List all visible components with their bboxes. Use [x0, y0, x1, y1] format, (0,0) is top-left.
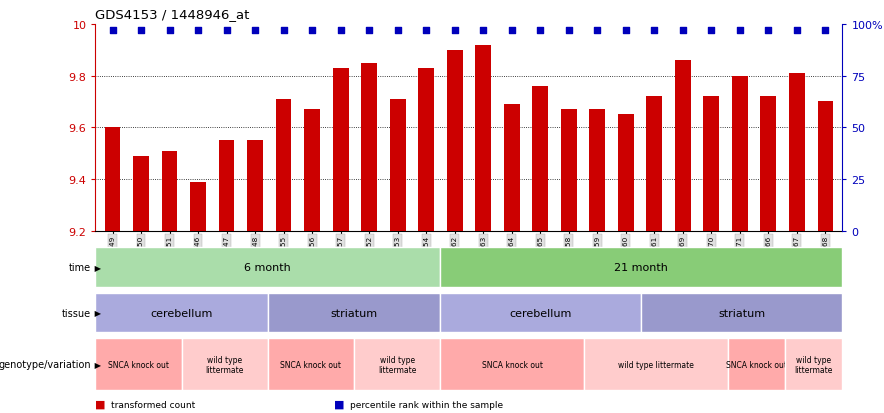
Point [533, 28, 547, 34]
Text: SNCA knock out: SNCA knock out [280, 360, 341, 369]
Bar [504, 105, 520, 231]
Point [305, 28, 319, 34]
Point [163, 28, 177, 34]
Point [391, 28, 405, 34]
Text: wild type
littermate: wild type littermate [206, 355, 244, 374]
Point [789, 28, 804, 34]
Bar [190, 182, 206, 231]
Bar [248, 141, 263, 231]
Bar [760, 97, 776, 231]
Bar [447, 50, 462, 231]
Text: ■: ■ [334, 399, 345, 409]
Point [105, 28, 119, 34]
Bar [618, 115, 634, 231]
Text: ▶: ▶ [92, 309, 101, 317]
Bar [362, 64, 377, 231]
Bar [590, 110, 606, 231]
Point [419, 28, 433, 34]
Bar [276, 100, 292, 231]
Text: wild type
littermate: wild type littermate [378, 355, 416, 374]
Bar [818, 102, 834, 231]
Point [134, 28, 149, 34]
Bar [332, 69, 348, 231]
Point [447, 28, 461, 34]
Point [219, 28, 233, 34]
Point [761, 28, 775, 34]
Bar [162, 151, 178, 231]
Text: cerebellum: cerebellum [150, 308, 213, 318]
Point [362, 28, 377, 34]
Text: transformed count: transformed count [111, 400, 195, 409]
Bar [532, 87, 548, 231]
Point [733, 28, 747, 34]
Bar [104, 128, 120, 231]
Bar [304, 110, 320, 231]
Text: GDS4153 / 1448946_at: GDS4153 / 1448946_at [95, 8, 250, 21]
Point [675, 28, 690, 34]
Point [647, 28, 661, 34]
Bar [476, 45, 491, 231]
Point [819, 28, 833, 34]
Point [505, 28, 519, 34]
Text: wild type
littermate: wild type littermate [795, 355, 833, 374]
Text: time: time [69, 262, 91, 273]
Bar [732, 76, 748, 231]
Text: SNCA knock out: SNCA knock out [482, 360, 543, 369]
Text: SNCA knock out: SNCA knock out [726, 360, 787, 369]
Point [191, 28, 205, 34]
Bar [561, 110, 576, 231]
Point [561, 28, 575, 34]
Text: tissue: tissue [62, 308, 91, 318]
Text: SNCA knock out: SNCA knock out [108, 360, 169, 369]
Text: wild type littermate: wild type littermate [618, 360, 694, 369]
Text: 21 month: 21 month [614, 262, 668, 273]
Point [705, 28, 719, 34]
Bar [218, 141, 234, 231]
Text: 6 month: 6 month [245, 262, 291, 273]
Point [476, 28, 491, 34]
Text: ▶: ▶ [92, 263, 101, 272]
Point [277, 28, 291, 34]
Bar [789, 74, 804, 231]
Text: striatum: striatum [719, 308, 766, 318]
Text: striatum: striatum [331, 308, 377, 318]
Text: ▶: ▶ [92, 360, 101, 369]
Point [619, 28, 633, 34]
Bar [390, 100, 406, 231]
Bar [418, 69, 434, 231]
Text: genotype/variation: genotype/variation [0, 359, 91, 370]
Bar [133, 157, 149, 231]
Bar [675, 61, 690, 231]
Point [248, 28, 263, 34]
Bar [646, 97, 662, 231]
Bar [704, 97, 720, 231]
Text: ■: ■ [95, 399, 106, 409]
Point [591, 28, 605, 34]
Point [333, 28, 347, 34]
Text: percentile rank within the sample: percentile rank within the sample [350, 400, 503, 409]
Text: cerebellum: cerebellum [509, 308, 572, 318]
